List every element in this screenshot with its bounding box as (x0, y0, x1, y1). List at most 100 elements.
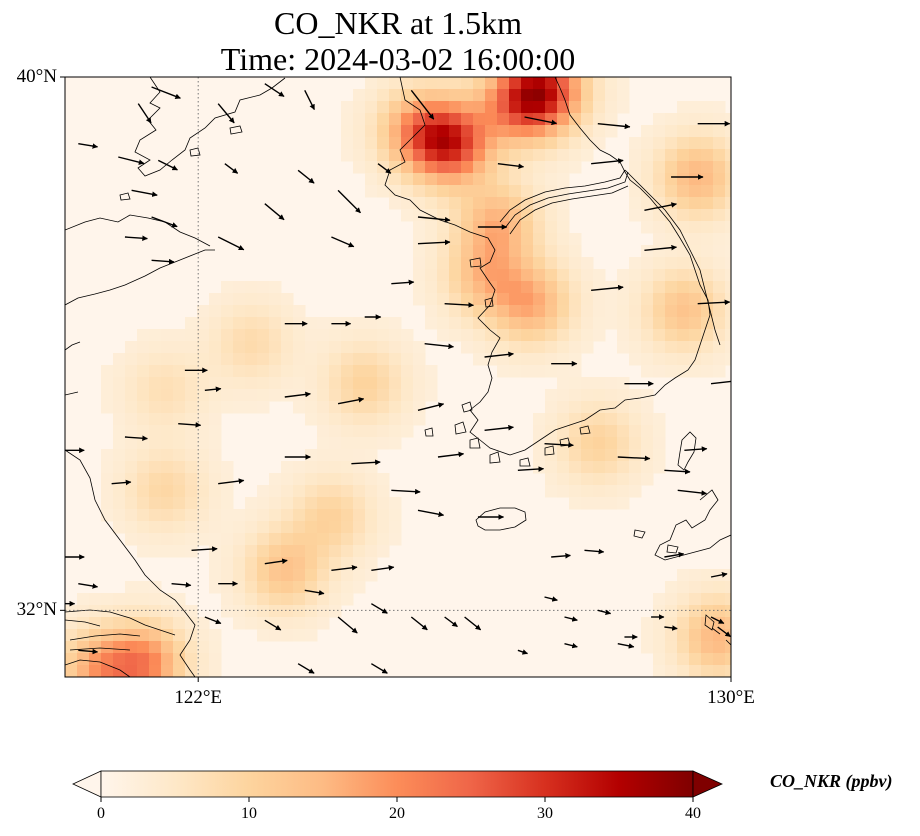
field-cell (713, 665, 726, 677)
wind-arrow (264, 83, 285, 98)
field-cell (257, 377, 270, 390)
field-cell (533, 305, 546, 318)
field-cell (509, 293, 522, 306)
field-cell (461, 269, 474, 282)
field-cell (113, 365, 126, 378)
field-cell (521, 185, 534, 198)
field-cell (581, 389, 594, 402)
field-cell (269, 533, 282, 546)
field-cell (569, 341, 582, 354)
field-cell (617, 389, 630, 402)
field-cell (101, 473, 114, 486)
field-cell (689, 317, 702, 330)
field-cell (725, 653, 731, 666)
field-cell (221, 365, 234, 378)
wind-arrow (78, 582, 99, 589)
field-cell (353, 533, 366, 546)
field-cell (353, 425, 366, 438)
field-cell (137, 497, 150, 510)
field-cell (593, 497, 606, 510)
field-cell (389, 89, 402, 102)
field-cell (569, 497, 582, 510)
field-cell (653, 257, 666, 270)
field-cell (713, 593, 726, 606)
field-cell (701, 605, 714, 618)
field-cell (713, 305, 726, 318)
field-cell (341, 461, 354, 474)
wind-arrow (331, 564, 358, 572)
field-cell (449, 89, 462, 102)
wind-arrow (544, 442, 574, 448)
field-cell (605, 125, 618, 138)
field-cell (665, 665, 678, 677)
field-cell (713, 629, 726, 642)
wind-arrow (464, 616, 482, 631)
field-cell (725, 593, 731, 606)
field-cell (329, 485, 342, 498)
field-cell (533, 245, 546, 258)
field-cell (593, 401, 606, 414)
field-cell (209, 353, 222, 366)
field-cell (173, 497, 186, 510)
field-cell (197, 317, 210, 330)
field-cell (653, 113, 666, 126)
field-cell (233, 509, 246, 522)
field-cell (701, 641, 714, 654)
coastline-china-shelf (65, 659, 131, 677)
field-cell (581, 137, 594, 150)
field-cell (413, 293, 426, 306)
field-cell (197, 641, 210, 654)
field-cell (593, 461, 606, 474)
field-cell (149, 605, 162, 618)
field-cell (305, 353, 318, 366)
field-cell (689, 569, 702, 582)
field-cell (209, 629, 222, 642)
field-cell (413, 113, 426, 126)
field-cell (581, 125, 594, 138)
wind-arrow (370, 663, 388, 674)
field-cell (641, 161, 654, 174)
field-cell (449, 161, 462, 174)
field-cell (461, 125, 474, 138)
field-cell (257, 317, 270, 330)
field-cell (365, 185, 378, 198)
field-cell (245, 365, 258, 378)
field-cell (197, 521, 210, 534)
field-cell (533, 89, 546, 102)
wind-arrow (151, 216, 178, 228)
field-cell (437, 89, 450, 102)
field-cell (725, 665, 731, 677)
field-cell (197, 413, 210, 426)
field-cell (653, 329, 666, 342)
field-cell (725, 125, 731, 138)
field-cell (533, 365, 546, 378)
field-cell (173, 545, 186, 558)
field-cell (485, 161, 498, 174)
field-cell (665, 641, 678, 654)
field-cell (581, 413, 594, 426)
field-cell (437, 137, 450, 150)
field-cell (617, 437, 630, 450)
field-cell (665, 113, 678, 126)
field-cell (581, 401, 594, 414)
field-cell (65, 617, 78, 630)
field-cell (89, 617, 102, 630)
field-cell (713, 209, 726, 222)
field-cell (281, 629, 294, 642)
field-cell (329, 593, 342, 606)
field-cell (377, 137, 390, 150)
field-cell (605, 449, 618, 462)
field-cell (233, 281, 246, 294)
field-cell (581, 77, 594, 90)
field-cell (401, 161, 414, 174)
field-cell (509, 245, 522, 258)
field-cell (125, 497, 138, 510)
field-cell (725, 221, 731, 234)
field-cell (413, 257, 426, 270)
field-cell (725, 569, 731, 582)
field-cell (341, 137, 354, 150)
field-cell (233, 581, 246, 594)
field-cell (533, 77, 546, 90)
wind-arrow (597, 609, 612, 616)
field-cell (557, 221, 570, 234)
